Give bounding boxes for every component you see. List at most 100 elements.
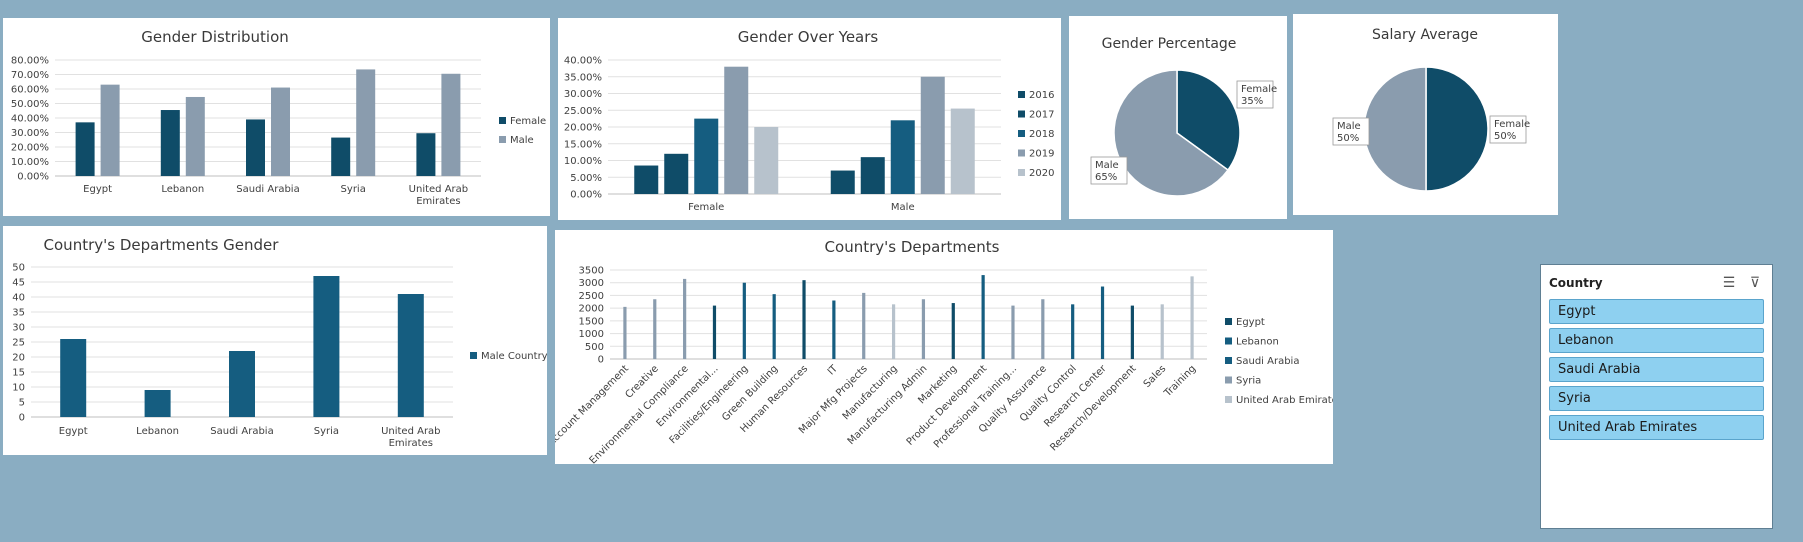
y-tick-label: 0 xyxy=(19,413,25,424)
pie-slice-female xyxy=(1176,69,1241,172)
x-tick-label: Male xyxy=(891,202,915,213)
bar-male-lebanon xyxy=(185,96,205,176)
x-tick-label: Emirates xyxy=(416,196,460,207)
bar-united-arab-emirates xyxy=(397,294,424,417)
y-tick-label: 35.00% xyxy=(564,72,602,83)
y-tick-label: 40 xyxy=(12,293,25,304)
slicer-item-saudi-arabia[interactable]: Saudi Arabia xyxy=(1549,357,1764,382)
y-tick-label: 20 xyxy=(12,353,25,364)
legend-label-2019: 2019 xyxy=(1029,149,1054,160)
slicer-list: Egypt Lebanon Saudi Arabia Syria United … xyxy=(1549,299,1764,444)
bar-female-lebanon xyxy=(160,110,180,176)
y-tick-label: 80.00% xyxy=(11,56,49,67)
bar-facilities-engineering xyxy=(742,282,746,359)
y-tick-label: 10.00% xyxy=(11,157,49,168)
y-tick-label: 30.00% xyxy=(564,89,602,100)
slicer-title: Country xyxy=(1549,276,1603,290)
bar-product-development xyxy=(981,275,985,359)
slicer-item-egypt[interactable]: Egypt xyxy=(1549,299,1764,324)
bar-training xyxy=(1190,276,1194,359)
bar-major-mfg-projects xyxy=(862,292,866,359)
y-tick-label: 15 xyxy=(12,368,25,379)
x-tick-label: Training xyxy=(1162,363,1198,399)
bar-egypt xyxy=(60,339,87,417)
legend-swatch-2016 xyxy=(1018,91,1025,98)
y-tick-label: 40.00% xyxy=(564,56,602,67)
bar-research-center xyxy=(1100,286,1105,359)
slicer-header: Country ☰ ⊽ xyxy=(1549,273,1764,293)
x-tick-label: United Arab xyxy=(381,426,440,437)
gender-over-years-panel: Gender Over Years 0.00% 5.00% 10.00% 15.00% 2… xyxy=(558,18,1061,220)
bar-2016-male xyxy=(830,170,855,194)
bar-manufacturing-admin xyxy=(921,299,926,359)
y-tick-label: 20.00% xyxy=(564,123,602,134)
legend-label-female: Female xyxy=(510,116,546,127)
y-tick-label: 70.00% xyxy=(11,70,49,81)
chart-title: Country's Departments Gender xyxy=(44,236,280,254)
bar-male-syria xyxy=(356,69,376,176)
y-tick-label: 60.00% xyxy=(11,85,49,96)
bar-2017-female xyxy=(664,153,689,194)
x-tick-label: Saudi Arabia xyxy=(210,426,273,437)
legend-label-2017: 2017 xyxy=(1029,110,1054,121)
gender-distribution-chart: Gender Distribution 0.00% 10.00% 20.00% 30.0… xyxy=(11,28,546,207)
bar-male-egypt xyxy=(100,84,120,176)
y-tick-label: 3000 xyxy=(579,278,604,289)
x-tick-label: Saudi Arabia xyxy=(236,184,299,195)
x-tick-label: Sales xyxy=(1142,363,1169,390)
x-tick-label: Female xyxy=(688,202,724,213)
bar-research-development xyxy=(1130,305,1134,359)
y-tick-label: 3500 xyxy=(579,266,604,277)
bar-environmental xyxy=(712,305,717,359)
legend-swatch-syria xyxy=(1225,376,1232,384)
legend-label-egypt: Egypt xyxy=(1236,317,1265,328)
pie-label-value: 50% xyxy=(1337,133,1359,144)
chart-title: Gender Percentage xyxy=(1102,36,1237,52)
y-tick-label: 50 xyxy=(12,263,25,274)
pie-label-name: Male xyxy=(1095,160,1119,171)
gender-over-years-chart: Gender Over Years 0.00% 5.00% 10.00% 15.00% 2… xyxy=(564,28,1055,213)
bar-2018-female xyxy=(694,118,719,194)
bar-sales xyxy=(1160,304,1164,359)
y-tick-label: 20.00% xyxy=(11,143,49,154)
bar-lebanon xyxy=(144,390,171,417)
legend-swatch-egypt xyxy=(1225,318,1232,325)
chart-title: Country's Departments xyxy=(825,238,1000,256)
y-tick-label: 25.00% xyxy=(564,106,602,117)
legend-label-2016: 2016 xyxy=(1029,90,1054,101)
y-tick-label: 1000 xyxy=(579,329,604,340)
bar-2019-female xyxy=(724,66,749,194)
chart-title: Gender Over Years xyxy=(738,28,879,46)
y-tick-label: 30.00% xyxy=(11,128,49,139)
bar-2020-female xyxy=(754,127,779,194)
y-tick-label: 50.00% xyxy=(11,99,49,110)
x-tick-label: IT xyxy=(826,363,841,378)
multi-select-icon[interactable]: ☰ xyxy=(1722,274,1736,290)
y-tick-label: 2500 xyxy=(579,291,604,302)
pie-slice-male xyxy=(1363,66,1427,192)
clear-filter-icon[interactable]: ⊽ xyxy=(1749,274,1761,290)
x-tick-label: Egypt xyxy=(83,184,112,195)
x-tick-label: Syria xyxy=(341,184,366,195)
country-departments-gender-panel: Country's Departments Gender 0 5 10 15 20 25 30… xyxy=(3,226,547,455)
y-tick-label: 40.00% xyxy=(11,114,49,125)
slicer-item-united-arab-emirates[interactable]: United Arab Emirates xyxy=(1549,415,1764,440)
slicer-item-syria[interactable]: Syria xyxy=(1549,386,1764,411)
pie-label-value: 50% xyxy=(1494,131,1516,142)
bar-female-egypt xyxy=(75,122,95,176)
chart-title: Salary Average xyxy=(1372,27,1478,43)
y-tick-label: 30 xyxy=(12,323,25,334)
x-tick-label: Lebanon xyxy=(136,426,179,437)
country-departments-panel: Country's Departments 0 500 1000 1500 2000 250… xyxy=(555,230,1333,464)
y-tick-label: 5.00% xyxy=(570,173,602,184)
legend-swatch-lebanon xyxy=(1225,337,1232,345)
bar-quality-assurance xyxy=(1041,299,1045,359)
slicer-item-lebanon[interactable]: Lebanon xyxy=(1549,328,1764,353)
x-tick-label: Syria xyxy=(314,426,339,437)
legend-label-saudi-arabia: Saudi Arabia xyxy=(1236,356,1299,367)
legend-swatch-female xyxy=(499,117,506,124)
y-tick-label: 5 xyxy=(19,398,25,409)
y-tick-label: 0.00% xyxy=(570,190,602,201)
x-tick-label: Manufacturing xyxy=(841,363,900,422)
